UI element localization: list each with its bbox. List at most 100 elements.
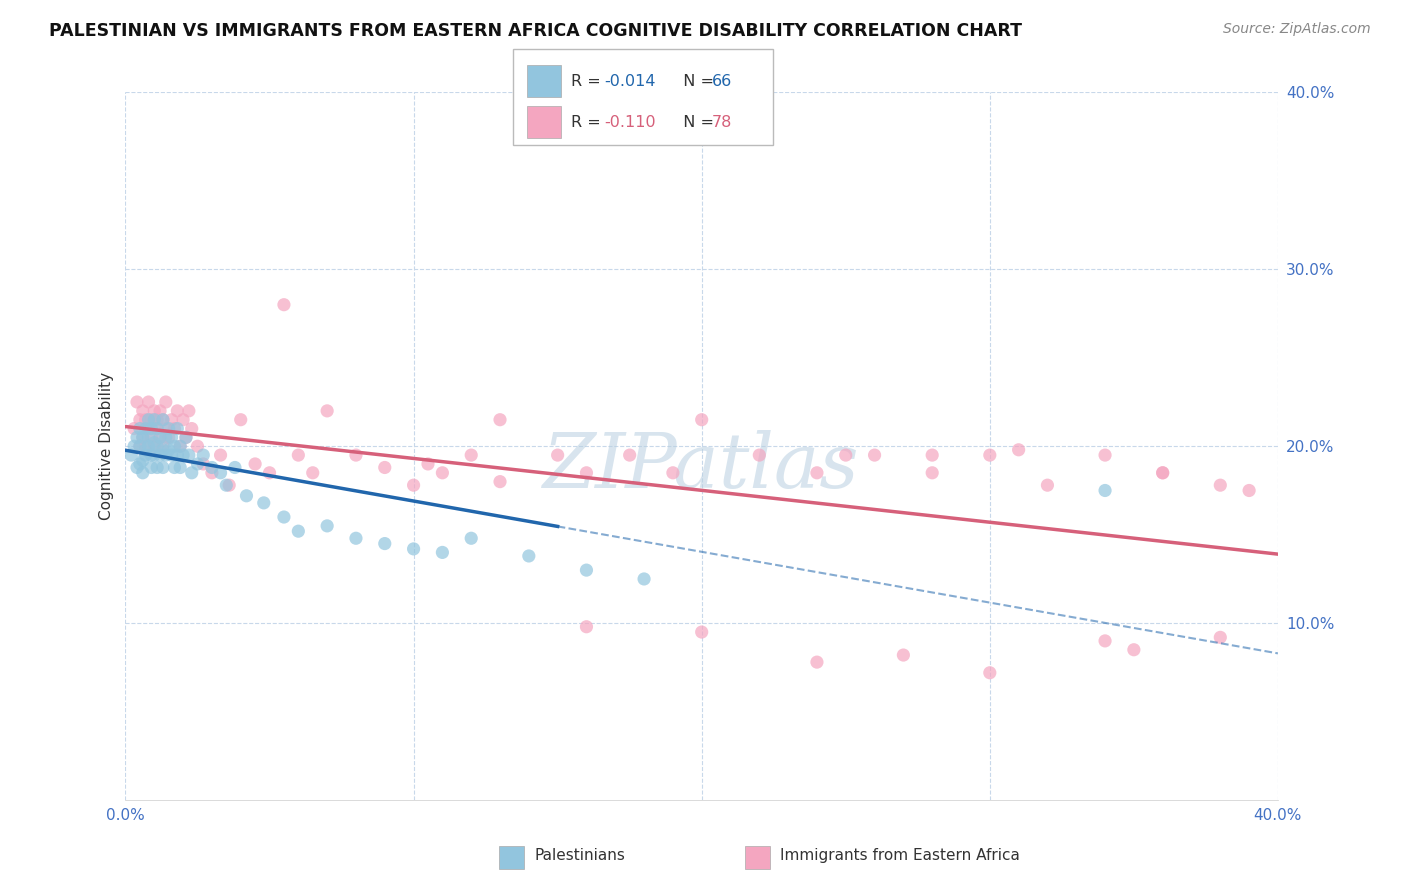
Text: 66: 66 [711,74,731,88]
Point [146,460,169,475]
Point [229,413,252,427]
Point [157,421,180,435]
Point [149,448,172,462]
Point [152,439,174,453]
Text: R =: R = [571,74,606,88]
Point [402,541,425,556]
Point [163,421,186,435]
Point [152,413,174,427]
Point [921,466,943,480]
Point [259,466,281,480]
Point [125,395,148,409]
Point [253,496,276,510]
Point [177,404,200,418]
Point [209,466,232,480]
Point [149,430,172,444]
Point [460,448,482,462]
Point [432,466,454,480]
Point [141,421,163,435]
Point [152,460,174,475]
Text: N =: N = [673,115,720,129]
Point [1122,642,1144,657]
Point [120,448,142,462]
Point [201,460,224,475]
Text: Immigrants from Eastern Africa: Immigrants from Eastern Africa [780,848,1021,863]
Point [575,620,598,634]
Point [166,404,188,418]
Point [128,457,150,471]
Point [135,439,157,453]
Point [547,448,569,462]
Point [169,439,191,453]
Point [174,430,197,444]
Point [209,448,232,462]
Point [138,395,160,409]
Text: -0.110: -0.110 [605,115,657,129]
Point [132,466,155,480]
Point [128,439,150,453]
Point [374,536,396,550]
Point [132,430,155,444]
Point [835,448,858,462]
Point [169,439,191,453]
Point [316,519,339,533]
Point [921,448,943,462]
Point [633,572,655,586]
Point [132,453,155,467]
Point [575,563,598,577]
Text: PALESTINIAN VS IMMIGRANTS FROM EASTERN AFRICA COGNITIVE DISABILITY CORRELATION C: PALESTINIAN VS IMMIGRANTS FROM EASTERN A… [49,22,1022,40]
Point [806,466,828,480]
Point [141,413,163,427]
Point [619,448,641,462]
Point [132,404,155,418]
Point [215,478,238,492]
Point [1152,466,1174,480]
Point [135,442,157,457]
Point [138,439,160,453]
Point [166,421,188,435]
Text: -0.014: -0.014 [605,74,657,88]
Point [1237,483,1260,498]
Point [135,448,157,462]
Point [155,421,177,435]
Text: ZIPatlas: ZIPatlas [543,431,860,505]
Point [979,665,1001,680]
Point [128,439,150,453]
Point [235,489,257,503]
Point [979,448,1001,462]
Point [160,430,183,444]
Point [143,413,166,427]
Text: R =: R = [571,115,606,129]
Point [180,421,202,435]
Point [146,421,169,435]
Point [893,648,915,662]
Point [122,439,145,453]
Point [1094,633,1116,648]
Point [155,430,177,444]
Point [748,448,770,462]
Point [460,531,482,545]
Point [193,448,215,462]
Point [1036,478,1059,492]
Point [287,524,309,539]
Point [489,475,512,489]
Point [273,298,295,312]
Point [690,625,713,640]
Point [180,466,202,480]
Point [138,413,160,427]
Point [128,421,150,435]
Point [143,448,166,462]
Point [344,531,367,545]
Point [186,439,208,453]
Point [193,457,215,471]
Point [146,413,169,427]
Point [146,421,169,435]
Point [344,448,367,462]
Point [402,478,425,492]
Point [174,430,197,444]
Point [152,413,174,427]
Point [287,448,309,462]
Point [138,430,160,444]
Point [125,460,148,475]
Point [172,413,194,427]
